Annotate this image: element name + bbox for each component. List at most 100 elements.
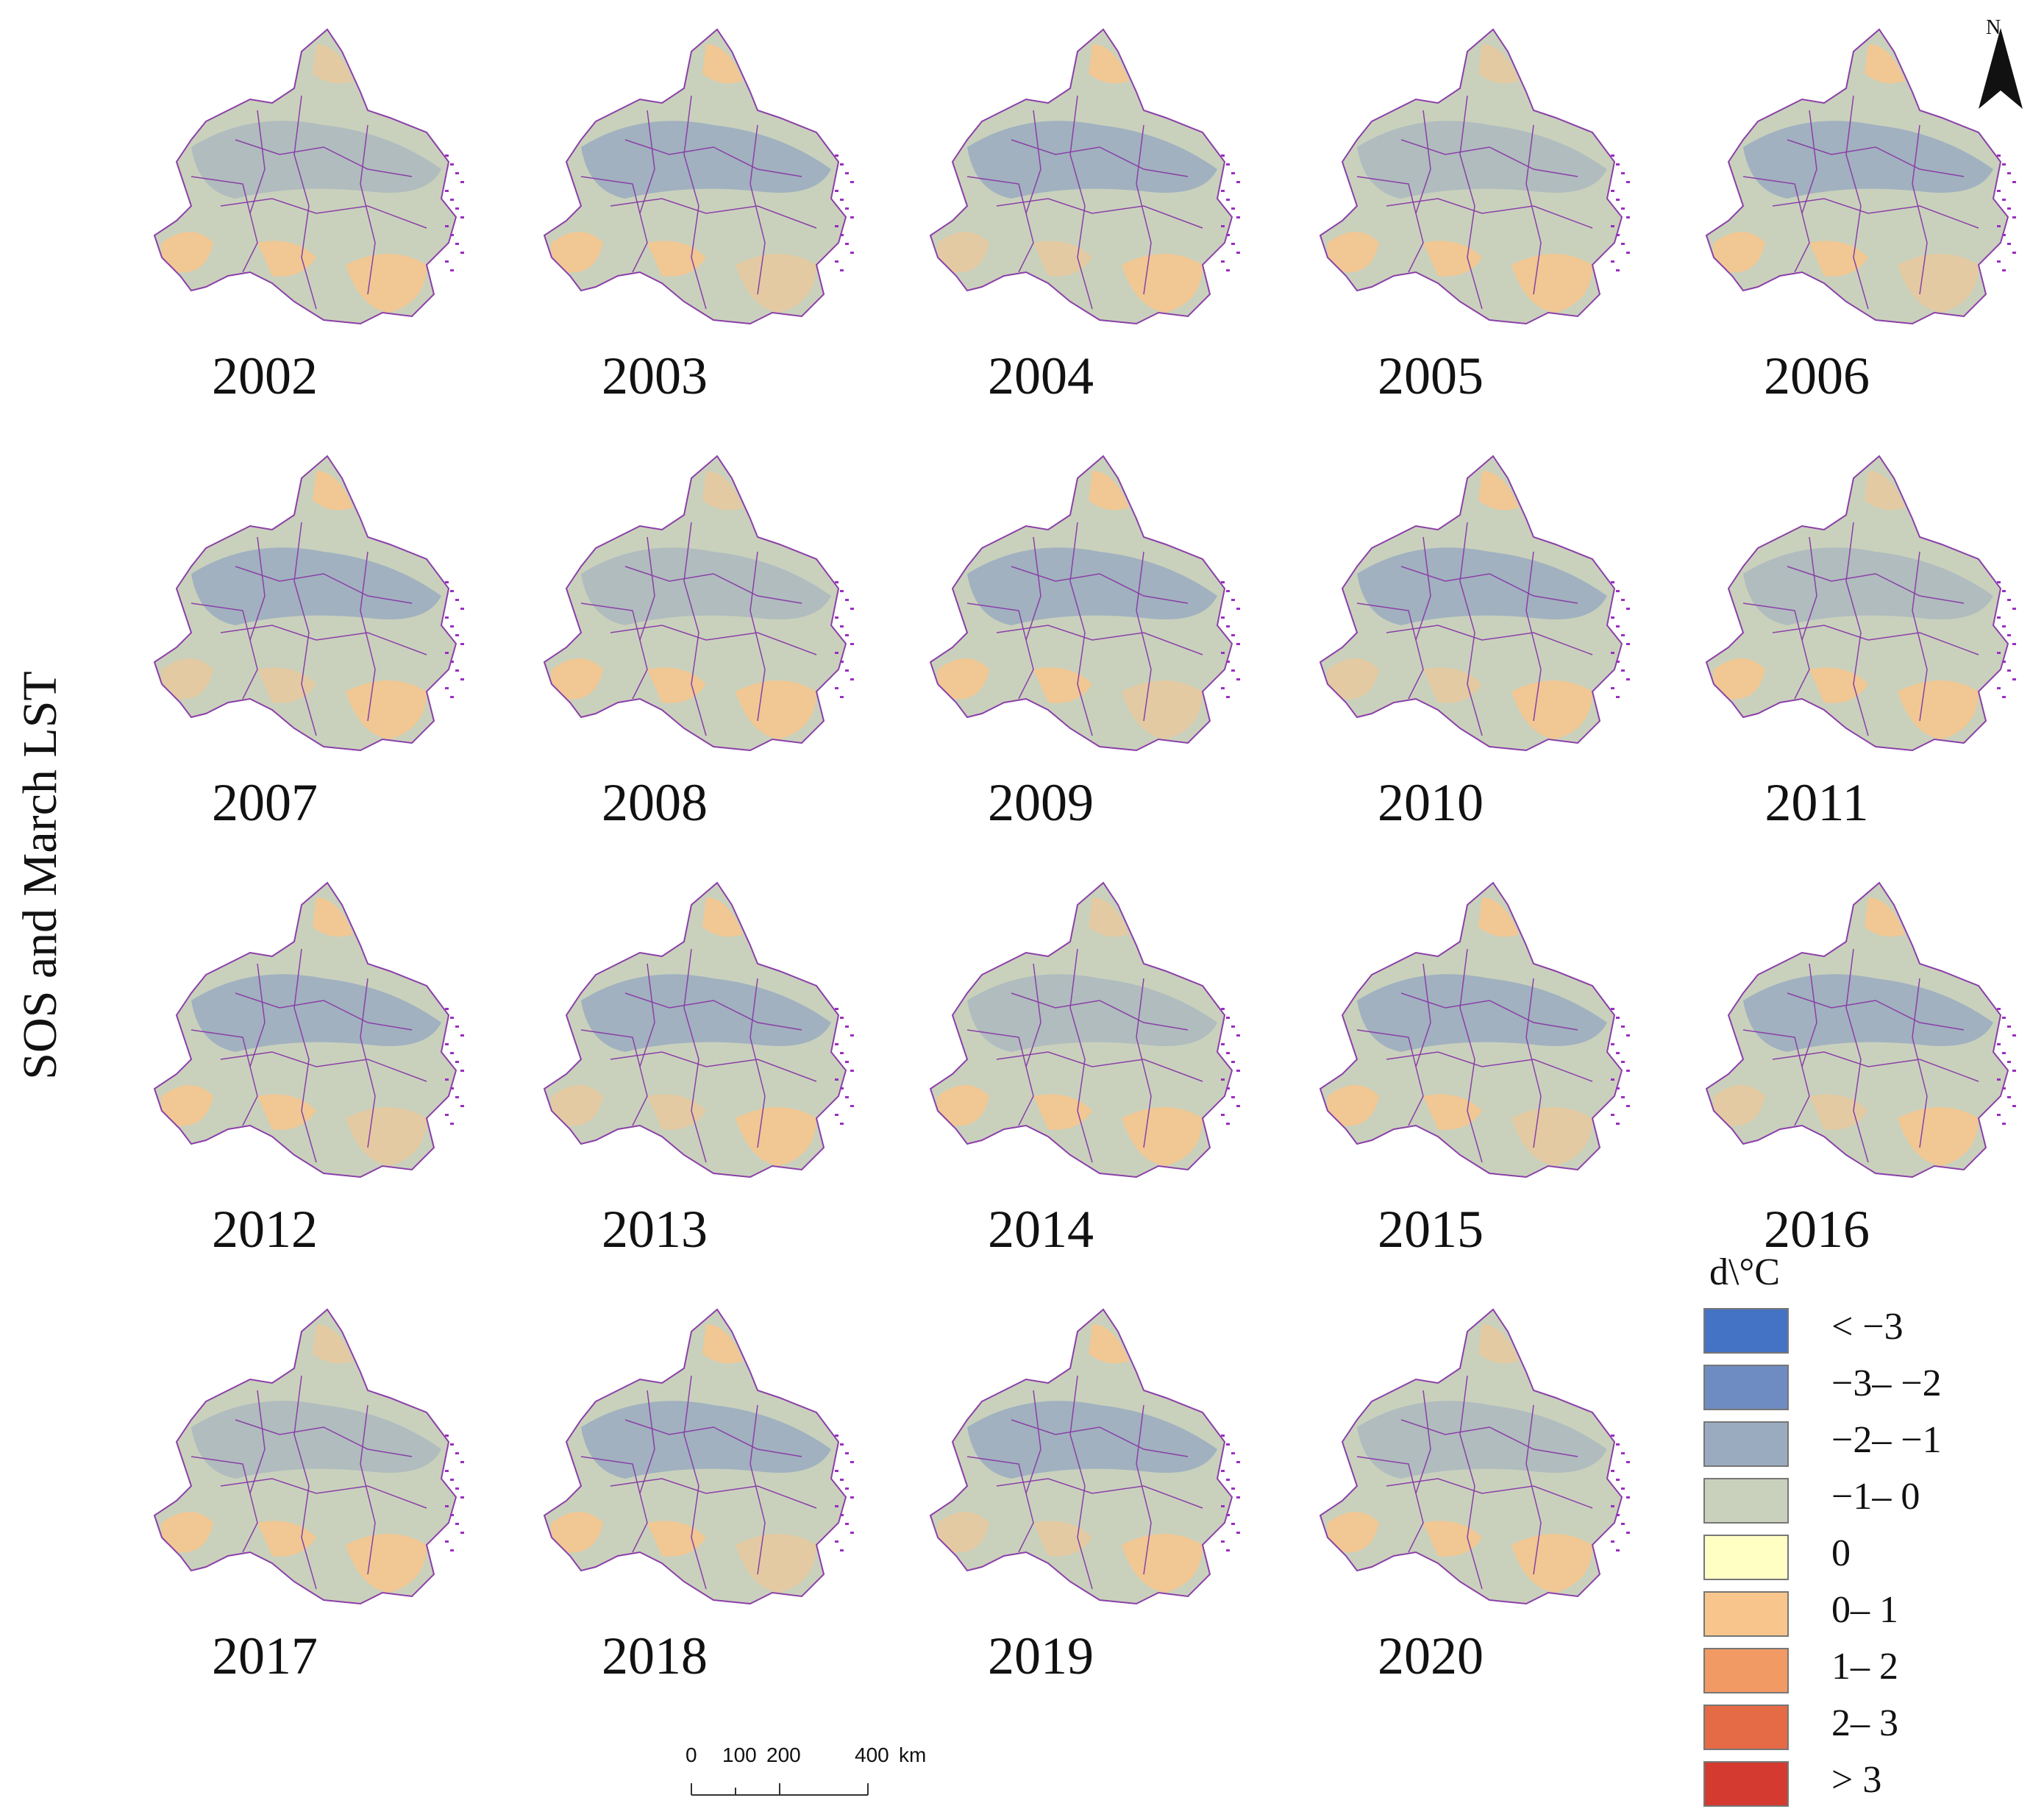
coast-island: [1221, 581, 1225, 583]
anomaly-zone: [967, 974, 1217, 1052]
district-boundary: [1459, 95, 1483, 310]
anomaly-zone: [1327, 1085, 1379, 1126]
coast-island: [455, 1487, 459, 1490]
district-boundary: [1025, 963, 1041, 1067]
coast-island: [1626, 643, 1630, 645]
coast-island: [1621, 243, 1625, 245]
coast-island: [450, 625, 454, 628]
anomaly-zone: [647, 1094, 706, 1130]
coast-island: [445, 687, 449, 689]
anomaly-zone: [1089, 471, 1129, 511]
coast-island: [1611, 154, 1614, 157]
anomaly-zone: [161, 1085, 213, 1126]
district-boundary: [1772, 1051, 1979, 1082]
coast-island: [1611, 1043, 1614, 1045]
anomaly-zone: [736, 680, 816, 739]
coast-island: [445, 1043, 449, 1045]
coast-island: [2002, 269, 2006, 271]
district-boundary: [1025, 110, 1041, 214]
year-label: 2016: [1764, 1200, 1870, 1259]
coast-island: [850, 252, 854, 254]
anomaly-zone: [161, 232, 213, 273]
district-boundary: [749, 1404, 766, 1575]
district-boundary: [1400, 566, 1578, 604]
coast-island: [1221, 1540, 1225, 1543]
region-map: [543, 881, 854, 1179]
coast-island: [450, 163, 454, 166]
coast-island: [850, 181, 854, 183]
legend-item: −2– −1: [1692, 1415, 2030, 1471]
year-label: 2011: [1765, 773, 1869, 832]
coast-island: [1231, 1452, 1235, 1454]
coast-island: [1226, 661, 1230, 663]
coast-island: [450, 234, 454, 236]
coast-island: [1221, 190, 1225, 192]
coast-island: [1226, 269, 1230, 271]
coast-island: [445, 1114, 449, 1116]
coast-island: [450, 1514, 454, 1516]
coast-island: [1997, 1114, 2001, 1116]
region-outline: [543, 455, 847, 752]
coast-island: [1226, 590, 1230, 592]
coast-island: [1626, 1105, 1630, 1107]
coast-island: [1626, 1034, 1630, 1037]
anomaly-zone: [581, 547, 831, 625]
region-map: [929, 455, 1240, 752]
anomaly-zone: [647, 1521, 706, 1557]
coast-island: [455, 1096, 459, 1098]
coast-island: [1616, 1514, 1620, 1516]
anomaly-zone: [191, 121, 441, 199]
coast-island: [460, 252, 464, 254]
coast-island: [2007, 634, 2011, 636]
anomaly-zone: [1033, 1094, 1092, 1130]
district-boundary: [220, 625, 427, 655]
year-label: 2013: [602, 1200, 708, 1259]
coast-island: [1231, 172, 1235, 174]
anomaly-zone: [191, 1401, 441, 1479]
coast-island: [1997, 154, 2001, 157]
legend-item: 2– 3: [1692, 1699, 2030, 1755]
coast-island: [1611, 616, 1614, 619]
anomaly-zone: [1898, 1107, 1979, 1166]
anomaly-zone: [1478, 1324, 1519, 1364]
legend-swatch: [1703, 1648, 1789, 1693]
region-map: [1319, 881, 1630, 1179]
anomaly-zone: [1122, 680, 1203, 739]
coast-island: [835, 260, 838, 263]
coast-island: [840, 1123, 844, 1125]
coast-island: [1611, 1114, 1614, 1116]
district-boundary: [1136, 978, 1152, 1148]
coast-island: [2007, 172, 2011, 174]
year-label: 2006: [1764, 346, 1870, 405]
anomaly-zone: [1357, 974, 1607, 1052]
district-boundary: [1011, 992, 1189, 1031]
coast-island: [2012, 181, 2016, 183]
coast-island: [1221, 1008, 1225, 1010]
coast-island: [1236, 1496, 1240, 1499]
coast-island: [1221, 1114, 1225, 1116]
coast-island: [2002, 625, 2006, 628]
coast-island: [1626, 1070, 1630, 1072]
anomaly-zone: [1423, 1521, 1482, 1557]
coast-island: [845, 1061, 849, 1063]
anomaly-zone: [1809, 241, 1868, 277]
coast-island: [1621, 634, 1625, 636]
coast-island: [1616, 1087, 1620, 1089]
legend-label: < −3: [1831, 1306, 1904, 1348]
coast-island: [2012, 252, 2016, 254]
district-boundary: [1772, 198, 1979, 229]
district-boundary: [220, 1478, 427, 1509]
coast-island: [840, 625, 844, 628]
anomaly-zone: [1511, 254, 1592, 313]
coast-island: [1231, 1096, 1235, 1098]
anomaly-zone: [1478, 471, 1519, 511]
map-panel-2020: 2020: [1283, 1302, 1666, 1685]
coast-island: [1611, 687, 1614, 689]
district-boundary: [249, 110, 266, 214]
district-boundary: [1386, 1478, 1593, 1509]
district-boundary: [360, 551, 376, 722]
district-boundary: [1011, 566, 1189, 604]
map-panel-2011: 2011: [1670, 449, 2044, 832]
coast-island: [1231, 1061, 1235, 1063]
coast-island: [835, 1043, 838, 1045]
